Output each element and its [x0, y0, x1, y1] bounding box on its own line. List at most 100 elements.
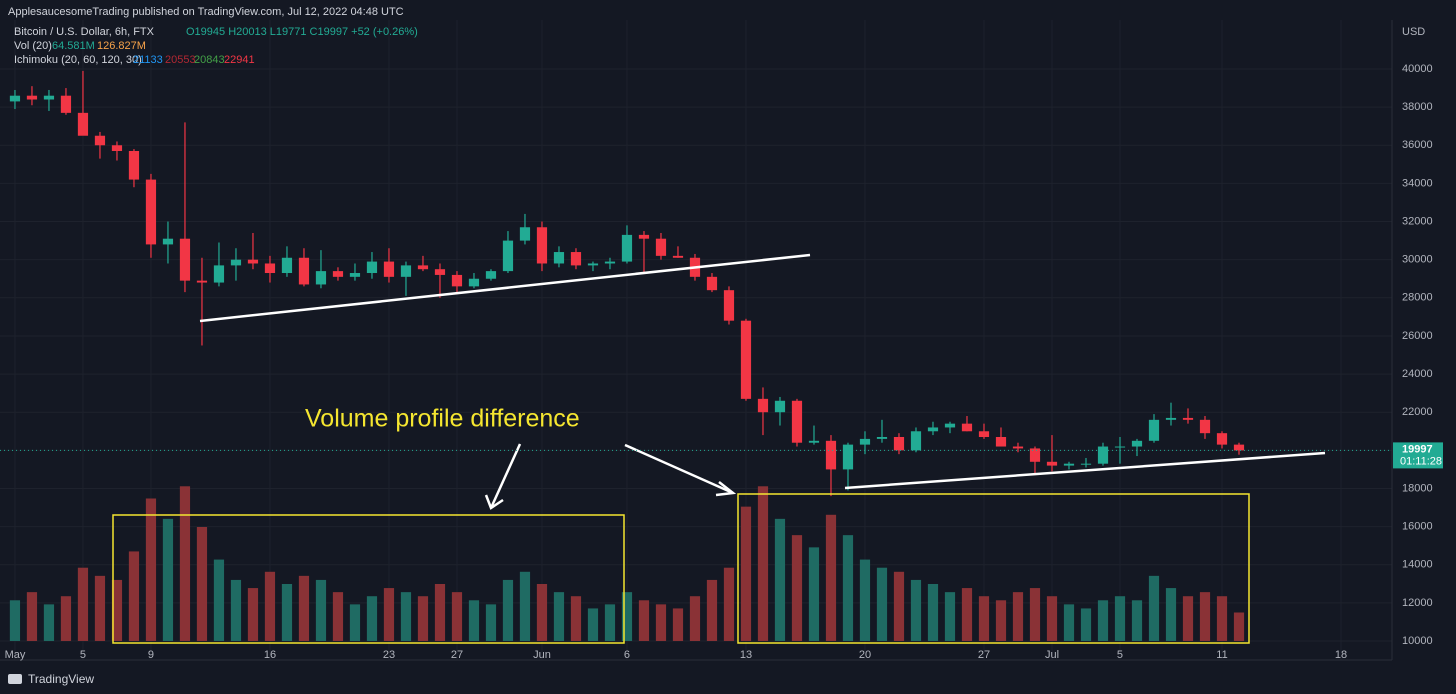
- y-tick-label: 26000: [1402, 330, 1433, 342]
- legend-ichimoku-value: 20843: [194, 54, 225, 66]
- volume-bar: [553, 592, 565, 641]
- candle-body: [281, 257, 293, 274]
- volume-bar: [145, 498, 157, 641]
- x-tick-label: 5: [1117, 649, 1123, 661]
- volume-bar: [1063, 604, 1075, 641]
- countdown: 01:11:28: [1400, 455, 1442, 467]
- volume-bar: [893, 571, 905, 641]
- volume-bar: [9, 600, 21, 641]
- volume-bar: [1029, 588, 1041, 641]
- x-tick-label: Jun: [533, 649, 551, 661]
- arrow: [484, 443, 522, 510]
- brand-logo: [8, 674, 22, 684]
- y-tick-label: 40000: [1402, 63, 1433, 75]
- volume-bar: [536, 584, 548, 641]
- x-tick-label: 6: [624, 649, 630, 661]
- candle-body: [1199, 419, 1211, 434]
- candle-body: [553, 252, 565, 264]
- y-tick-label: 10000: [1402, 635, 1433, 647]
- volume-bar: [723, 567, 735, 641]
- volume-bar: [621, 592, 633, 641]
- volume-bar: [179, 486, 191, 641]
- legend-ichimoku: Ichimoku (20, 60, 120, 30): [14, 54, 142, 66]
- candle-body: [740, 320, 752, 399]
- volume-bar: [1131, 600, 1143, 641]
- candle-body: [638, 234, 650, 239]
- volume-bar: [825, 514, 837, 641]
- candle-body: [247, 259, 259, 264]
- x-tick-label: 27: [451, 649, 463, 661]
- candle-body: [179, 238, 191, 281]
- y-tick-label: 34000: [1402, 177, 1433, 189]
- volume-bar: [468, 600, 480, 641]
- x-tick-label: 20: [859, 649, 871, 661]
- volume-bar: [927, 584, 939, 641]
- candle-body: [26, 95, 38, 100]
- candle-body: [1182, 417, 1194, 420]
- y-tick-label: 30000: [1402, 254, 1433, 266]
- candle-body: [1046, 461, 1058, 466]
- volume-bar: [672, 608, 684, 641]
- candle-body: [944, 423, 956, 428]
- candle-body: [111, 145, 123, 151]
- volume-bar: [638, 600, 650, 641]
- volume-bar: [740, 506, 752, 641]
- candle-body: [366, 261, 378, 274]
- x-tick-label: 27: [978, 649, 990, 661]
- volume-bar: [1216, 596, 1228, 641]
- volume-bar: [519, 571, 531, 641]
- volume-bar: [502, 579, 514, 641]
- candle-body: [298, 257, 310, 285]
- candle-body: [417, 265, 429, 270]
- candle-body: [213, 265, 225, 283]
- candle-body: [587, 263, 599, 266]
- candle-body: [961, 423, 973, 432]
- volume-bar: [43, 604, 55, 641]
- byline: ApplesaucesomeTrading published on Tradi…: [8, 6, 404, 18]
- volume-bar: [196, 527, 208, 641]
- volume-bar: [1165, 588, 1177, 641]
- candle-body: [451, 274, 463, 287]
- arrow: [624, 443, 737, 497]
- volume-bar: [842, 535, 854, 641]
- x-tick-label: 5: [80, 649, 86, 661]
- volume-bar: [570, 596, 582, 641]
- volume-bar: [77, 567, 89, 641]
- candle-body: [60, 95, 72, 113]
- y-tick-label: 32000: [1402, 215, 1433, 227]
- candle-body: [723, 290, 735, 321]
- candle-body: [1029, 448, 1041, 462]
- volume-bar: [434, 584, 446, 641]
- volume-bar: [944, 592, 956, 641]
- volume-bar: [689, 596, 701, 641]
- volume-bar: [315, 579, 327, 641]
- candle-body: [485, 271, 497, 279]
- candle-body: [536, 227, 548, 264]
- volume-bar: [485, 604, 497, 641]
- x-tick-label: 13: [740, 649, 752, 661]
- highlight-box: [737, 493, 1250, 644]
- candle-body: [1063, 463, 1075, 466]
- x-tick-label: Jul: [1045, 649, 1059, 661]
- candle-body: [468, 278, 480, 287]
- candle-body: [910, 431, 922, 451]
- volume-bar: [162, 518, 174, 641]
- candle-body: [655, 238, 667, 256]
- y-tick-label: 36000: [1402, 139, 1433, 151]
- x-tick-label: 23: [383, 649, 395, 661]
- candle-body: [264, 263, 276, 274]
- candle-body: [1131, 440, 1143, 447]
- candle-body: [1165, 417, 1177, 420]
- last-price-label: 19997: [1402, 443, 1433, 455]
- volume-bar: [757, 486, 769, 641]
- volume-bar: [876, 567, 888, 641]
- volume-bar: [383, 588, 395, 641]
- candle-body: [349, 273, 361, 277]
- trendline: [844, 451, 1326, 490]
- legend-volume: Vol (20): [14, 40, 52, 52]
- candle-body: [77, 112, 89, 136]
- y-tick-label: 22000: [1402, 406, 1433, 418]
- candle-body: [1080, 463, 1092, 465]
- volume-bar: [978, 596, 990, 641]
- legend-ichimoku-value: 22941: [224, 54, 255, 66]
